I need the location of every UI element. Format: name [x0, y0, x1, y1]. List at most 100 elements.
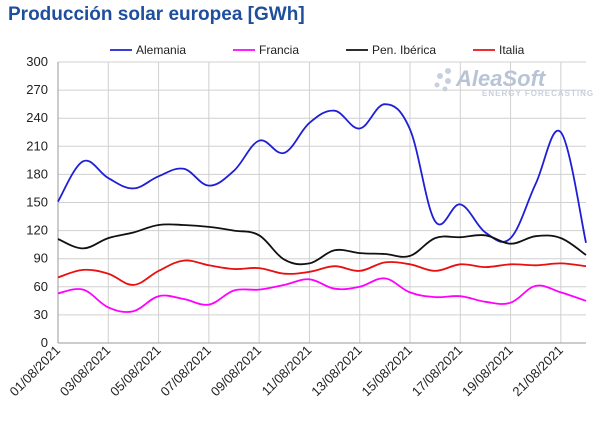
x-tick-label: 17/08/2021 [409, 343, 466, 400]
y-tick-label: 240 [26, 110, 48, 125]
x-tick-label: 11/08/2021 [259, 343, 315, 399]
data-point-francia [434, 296, 436, 298]
axes [57, 62, 586, 344]
data-point-francia [133, 310, 135, 312]
data-point-pen-ib-rica [485, 234, 487, 236]
data-point-francia [258, 289, 260, 291]
data-point-pen-ib-rica [409, 255, 411, 257]
data-point-pen-ib-rica [309, 262, 311, 264]
data-point-alemania [535, 183, 537, 185]
data-point-italia [384, 262, 386, 264]
data-point-alemania [183, 168, 185, 170]
x-tick-label: 05/08/2021 [107, 343, 164, 400]
data-point-francia [585, 300, 587, 302]
data-point-francia [57, 292, 59, 294]
series-line-pen-ib-rica [57, 223, 587, 266]
data-point-alemania [585, 242, 587, 244]
x-tick-label: 13/08/2021 [308, 343, 365, 400]
data-point-italia [107, 273, 109, 275]
data-point-francia [510, 302, 512, 304]
data-point-francia [359, 286, 361, 288]
data-point-alemania [510, 237, 512, 239]
y-tick-label: 120 [26, 223, 48, 238]
data-point-francia [309, 278, 311, 280]
data-point-pen-ib-rica [183, 224, 185, 226]
x-tick-label: 01/08/2021 [6, 343, 63, 400]
data-point-alemania [560, 131, 562, 133]
data-point-italia [57, 277, 59, 279]
data-point-alemania [233, 170, 235, 172]
data-point-pen-ib-rica [334, 249, 336, 251]
watermark: AleaSoft ENERGY FORECASTING [434, 66, 594, 98]
data-point-italia [283, 273, 285, 275]
y-tick-label: 0 [41, 335, 48, 350]
data-point-francia [82, 289, 84, 291]
data-point-alemania [158, 175, 160, 177]
series-line-alemania [57, 103, 587, 243]
data-point-pen-ib-rica [82, 247, 84, 249]
x-tick-label: 15/08/2021 [358, 343, 415, 400]
data-point-alemania [409, 129, 411, 131]
data-point-italia [585, 265, 587, 267]
data-point-pen-ib-rica [585, 254, 587, 256]
x-tick-label: 09/08/2021 [208, 343, 265, 400]
data-point-alemania [107, 177, 109, 179]
y-tick-label: 180 [26, 166, 48, 181]
data-point-pen-ib-rica [133, 232, 135, 234]
data-point-italia [233, 268, 235, 270]
x-tick-label: 07/08/2021 [157, 343, 214, 400]
chart-title: Producción solar europea [GWh] [8, 4, 305, 25]
data-point-francia [334, 288, 336, 290]
data-point-pen-ib-rica [560, 237, 562, 239]
watermark-brand: AleaSoft [455, 66, 547, 91]
y-tick-label: 60 [34, 279, 48, 294]
data-point-pen-ib-rica [283, 259, 285, 261]
data-point-pen-ib-rica [233, 230, 235, 232]
legend-label-francia: Francia [259, 43, 299, 57]
data-point-italia [510, 263, 512, 265]
series-line-francia [57, 277, 587, 313]
x-tick-label: 19/08/2021 [459, 343, 516, 400]
data-point-pen-ib-rica [107, 237, 109, 239]
data-point-alemania [57, 201, 59, 203]
data-point-alemania [208, 185, 210, 187]
data-point-italia [82, 269, 84, 271]
data-point-alemania [283, 152, 285, 154]
data-point-pen-ib-rica [158, 224, 160, 226]
series-lines [57, 103, 587, 313]
data-point-pen-ib-rica [258, 234, 260, 236]
data-point-italia [334, 265, 336, 267]
data-point-italia [208, 264, 210, 266]
series-line-italia [57, 259, 587, 286]
data-point-francia [384, 277, 386, 279]
data-point-pen-ib-rica [434, 237, 436, 239]
data-point-alemania [384, 103, 386, 105]
data-point-alemania [82, 160, 84, 162]
tick-labels: 0 30 60 90 120 150 180 210 240 270 300 01/08/202103… [6, 54, 565, 399]
data-point-italia [434, 270, 436, 272]
data-point-francia [560, 292, 562, 294]
y-tick-label: 210 [26, 138, 48, 153]
data-point-alemania [258, 140, 260, 142]
y-tick-label: 150 [26, 195, 48, 210]
data-point-francia [158, 295, 160, 297]
aleasoft-logo-icon [434, 68, 451, 92]
data-point-italia [359, 270, 361, 272]
data-point-italia [158, 270, 160, 272]
data-point-francia [208, 304, 210, 306]
data-point-francia [233, 290, 235, 292]
watermark-tagline: ENERGY FORECASTING [482, 89, 594, 98]
data-point-italia [309, 271, 311, 273]
data-point-francia [535, 285, 537, 287]
legend: Alemania Francia Pen. Ibérica Italia [110, 43, 525, 57]
grid-lines [57, 61, 586, 344]
data-point-pen-ib-rica [535, 235, 537, 237]
data-point-alemania [359, 128, 361, 130]
data-point-italia [459, 263, 461, 265]
legend-label-pen-ib-rica: Pen. Ibérica [372, 43, 436, 57]
y-tick-label: 90 [34, 251, 48, 266]
data-point-francia [183, 298, 185, 300]
y-tick-label: 30 [34, 307, 48, 322]
data-point-pen-ib-rica [384, 253, 386, 255]
